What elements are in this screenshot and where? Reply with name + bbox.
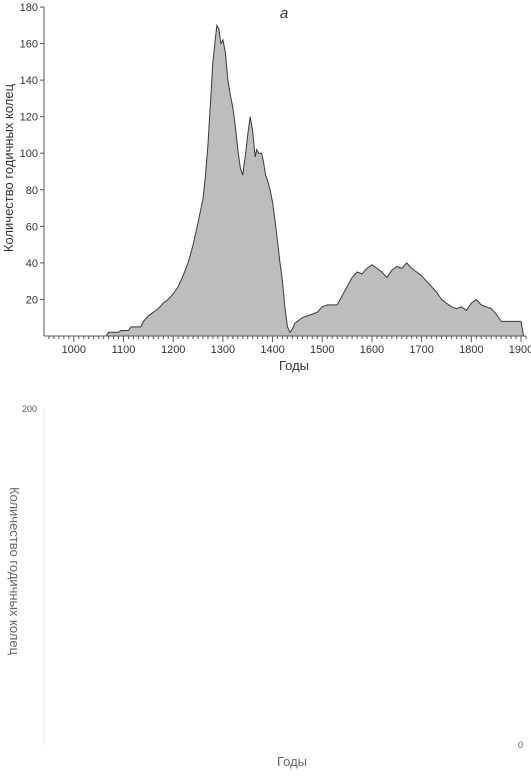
- x-tick-label: 1200: [161, 344, 185, 356]
- x-tick-label: 1000: [62, 344, 86, 356]
- x-tick-label: 0: [518, 740, 523, 750]
- tree-ring-count-chart-b: 200 0 Годы Количество годичных колец: [0, 396, 531, 772]
- x-tick-label: 1500: [310, 344, 334, 356]
- x-tick-label: 1400: [260, 344, 284, 356]
- y-tick-label: 120: [20, 112, 38, 124]
- series-line: [105, 23, 524, 337]
- series-area: [106, 25, 524, 337]
- y-tick-label: 180: [20, 2, 38, 14]
- y-axis-ticks: 20 40 60 80 100 120 140 160 180: [20, 2, 44, 306]
- y-axis-label: Количество годичных колец: [1, 83, 16, 252]
- y-tick-label: 160: [20, 39, 38, 51]
- y-tick-label: 100: [20, 148, 38, 160]
- x-axis-ticks: 1000 1100 1200 1300 1400 1500 1600 1700 1800 1900: [48, 336, 531, 356]
- x-tick-label: 1600: [360, 344, 384, 356]
- panel-label: a: [280, 5, 288, 22]
- x-tick-label: 1900: [509, 344, 531, 356]
- x-axis-label: Годы: [277, 754, 307, 769]
- chart-a-svg: 20 40 60 80 100 120 140 160 180 1000 1100 1200 1300…: [1, 2, 531, 373]
- y-tick-label: 140: [20, 75, 38, 87]
- plot-area: [105, 23, 524, 337]
- chart-b-svg: 200 0 Годы Количество годичных колец: [7, 404, 523, 769]
- x-tick-label: 1800: [459, 344, 483, 356]
- x-tick-label: 1700: [409, 344, 433, 356]
- y-tick-label: 40: [26, 258, 38, 270]
- x-axis-label: Годы: [279, 358, 309, 373]
- x-tick-label: 1100: [112, 344, 136, 356]
- x-tick-label: 1300: [211, 344, 235, 356]
- y-tick-label: 80: [26, 185, 38, 197]
- y-axis-label: Количество годичных колец: [7, 487, 22, 656]
- y-tick-label: 20: [26, 294, 38, 306]
- y-tick-label: 60: [26, 221, 38, 233]
- y-tick-label: 200: [22, 404, 37, 414]
- tree-ring-count-chart-a: 20 40 60 80 100 120 140 160 180 1000 1100 1200 1300…: [0, 0, 531, 380]
